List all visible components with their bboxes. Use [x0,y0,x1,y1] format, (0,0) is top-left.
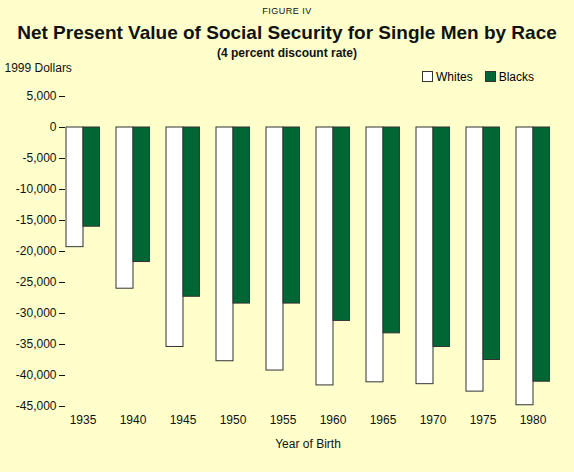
svg-text:0: 0 [50,120,57,134]
svg-text:1965: 1965 [370,413,397,427]
svg-text:-35,000: -35,000 [16,337,57,351]
svg-text:-30,000: -30,000 [16,306,57,320]
svg-text:1945: 1945 [170,413,197,427]
svg-text:-25,000: -25,000 [16,275,57,289]
svg-text:1950: 1950 [220,413,247,427]
svg-text:1940: 1940 [120,413,147,427]
html-text:Blacks: Blacks [498,70,534,84]
svg-text:-45,000: -45,000 [16,399,57,413]
svg-text:Year of Birth: Year of Birth [275,437,341,451]
svg-text:-5,000: -5,000 [22,151,56,165]
svg-text:-40,000: -40,000 [16,368,57,382]
svg-text:1975: 1975 [470,413,497,427]
svg-text:1999 Dollars: 1999 Dollars [5,61,72,75]
svg-text:-10,000: -10,000 [16,182,57,196]
svg-text:1960: 1960 [320,413,347,427]
svg-text:1935: 1935 [70,413,97,427]
html-text:Whites: Whites [436,70,473,84]
svg-text:-15,000: -15,000 [16,213,57,227]
html-text:FIGURE IV: FIGURE IV [262,6,312,16]
html-text:Net Present Value of Social Se: Net Present Value of Social Security for… [17,22,557,43]
svg-text:5,000: 5,000 [26,89,56,103]
svg-text:1980: 1980 [520,413,547,427]
svg-text:1970: 1970 [420,413,447,427]
svg-text:-20,000: -20,000 [16,244,57,258]
svg-text:1955: 1955 [270,413,297,427]
html-text:(4 percent discount rate): (4 percent discount rate) [217,46,357,60]
